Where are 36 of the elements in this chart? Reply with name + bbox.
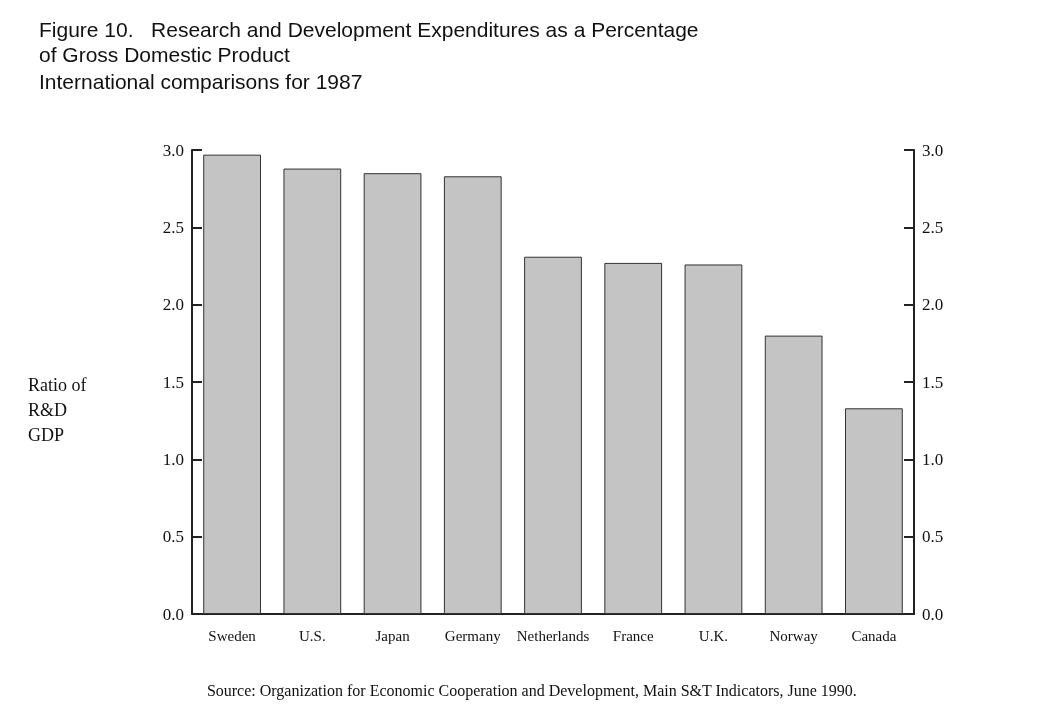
y-tick-label: 1.5 [162, 372, 184, 392]
source-note: Source: Organization for Economic Cooperation and Development, Main S&T Indicators, June 1990. [206, 681, 857, 700]
bar [845, 408, 903, 614]
y-tick-label: 1.0 [162, 449, 184, 469]
y-axis-title: Ratio of R&D GDP [28, 374, 87, 445]
x-tick-label: U.S. [298, 627, 326, 644]
y2-tick-label: 1.0 [922, 449, 944, 469]
x-tick-label: Japan [375, 627, 411, 644]
bar [604, 262, 663, 614]
x-tick-label: Germany [444, 627, 502, 644]
y-tick-label: 0.0 [162, 604, 184, 624]
y2-tick-label: 2.0 [922, 295, 944, 315]
y-tick-label: 2.5 [162, 217, 184, 237]
chart-title: Figure 10. Research and Development Expenditures as a Percentage of Gross Domestic Product [39, 18, 699, 66]
bar [203, 154, 261, 614]
y-tick-label: 0.5 [162, 527, 184, 547]
y2-tick-label: 0.5 [922, 527, 944, 547]
bar [764, 335, 823, 614]
x-tick-label: U.K. [698, 627, 729, 644]
bar [443, 176, 502, 614]
bar [363, 173, 422, 614]
y2-tick-label: 0.0 [922, 604, 944, 624]
x-tick-label: France [612, 627, 654, 644]
y-tick-label: 2.0 [162, 295, 184, 315]
y2-tick-label: 3.0 [922, 140, 944, 160]
x-tick-label: Canada [851, 627, 897, 644]
bar [283, 168, 342, 614]
bar [524, 256, 582, 614]
y2-tick-label: 2.5 [922, 217, 944, 237]
x-tick-label: Netherlands [516, 627, 590, 644]
bar [684, 264, 743, 614]
x-tick-label: Norway [769, 627, 819, 644]
y-tick-label: 3.0 [162, 140, 184, 160]
chart-subtitle: International comparisons for 1987 [39, 70, 363, 93]
x-tick-label: Sweden [208, 627, 257, 644]
y2-tick-label: 1.5 [922, 372, 944, 392]
